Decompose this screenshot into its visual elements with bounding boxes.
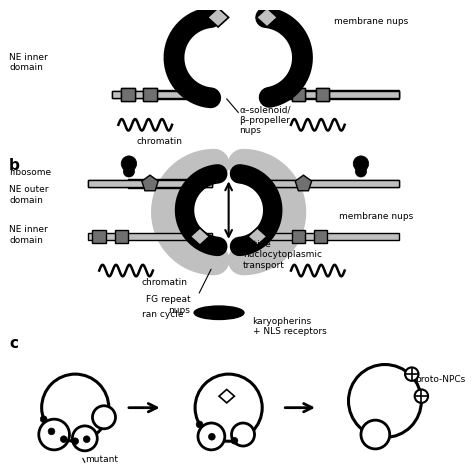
Text: ribosome: ribosome [9, 168, 51, 177]
Bar [260, 181, 399, 187]
Bar [292, 88, 305, 101]
Bar [112, 91, 212, 98]
Bar [150, 90, 203, 99]
Bar [121, 88, 135, 101]
Polygon shape [190, 228, 210, 245]
Bar [88, 233, 212, 240]
Bar [128, 180, 200, 188]
Circle shape [123, 166, 135, 177]
Circle shape [72, 438, 79, 445]
Circle shape [40, 416, 47, 422]
Bar [143, 88, 157, 101]
Text: membrane nups: membrane nups [339, 212, 413, 221]
Circle shape [42, 374, 109, 441]
Text: active
nuclocytoplasmic
transport: active nuclocytoplasmic transport [243, 240, 322, 270]
Text: karyopherins
+ NLS receptors: karyopherins + NLS receptors [253, 317, 327, 336]
Bar [316, 88, 329, 101]
Circle shape [39, 419, 70, 450]
Polygon shape [219, 390, 234, 403]
Circle shape [73, 426, 97, 451]
Circle shape [348, 365, 421, 438]
Bar [143, 88, 157, 101]
Text: b: b [9, 158, 20, 173]
Circle shape [60, 436, 67, 443]
Polygon shape [270, 86, 289, 103]
Ellipse shape [194, 306, 244, 319]
Text: proto-NPCs: proto-NPCs [416, 375, 466, 384]
Text: FG repeat
nups: FG repeat nups [146, 295, 190, 315]
Bar [260, 181, 399, 187]
Text: ran cycle: ran cycle [142, 310, 183, 319]
Circle shape [231, 438, 238, 444]
Bar [260, 233, 399, 240]
Bar [292, 230, 305, 243]
Bar [284, 91, 399, 98]
Circle shape [48, 428, 55, 435]
Circle shape [209, 433, 215, 440]
Circle shape [361, 420, 390, 449]
Text: NE inner
domain: NE inner domain [9, 53, 48, 72]
Bar [121, 88, 135, 101]
Polygon shape [295, 175, 311, 191]
Bar [274, 90, 399, 99]
Text: α–solenoid/
β–propeller
nups: α–solenoid/ β–propeller nups [239, 106, 291, 136]
Text: membrane nups: membrane nups [334, 18, 409, 27]
Bar [257, 180, 260, 188]
Bar [112, 91, 212, 98]
Bar [284, 91, 399, 98]
Polygon shape [256, 8, 278, 27]
Text: chromatin: chromatin [137, 137, 182, 146]
Polygon shape [248, 228, 267, 245]
Text: chromatin: chromatin [141, 278, 187, 287]
Bar [292, 88, 305, 101]
Bar [88, 181, 212, 187]
Circle shape [353, 156, 369, 172]
Circle shape [196, 421, 203, 428]
Circle shape [195, 374, 262, 441]
Text: mutant: mutant [85, 455, 118, 464]
Polygon shape [188, 86, 208, 103]
Text: NE outer
domain: NE outer domain [9, 185, 48, 205]
Circle shape [121, 156, 137, 172]
Circle shape [356, 166, 366, 177]
Polygon shape [142, 175, 158, 191]
Text: c: c [9, 336, 18, 351]
Text: NE inner
domain: NE inner domain [9, 226, 48, 245]
Circle shape [92, 406, 116, 429]
Circle shape [198, 423, 225, 450]
Circle shape [231, 423, 255, 446]
Circle shape [83, 436, 90, 443]
Polygon shape [208, 8, 228, 27]
Bar [316, 88, 329, 101]
Circle shape [415, 390, 428, 403]
Circle shape [405, 367, 419, 381]
Bar [92, 230, 106, 243]
Bar [314, 230, 328, 243]
Bar [88, 181, 212, 187]
Bar [115, 230, 128, 243]
